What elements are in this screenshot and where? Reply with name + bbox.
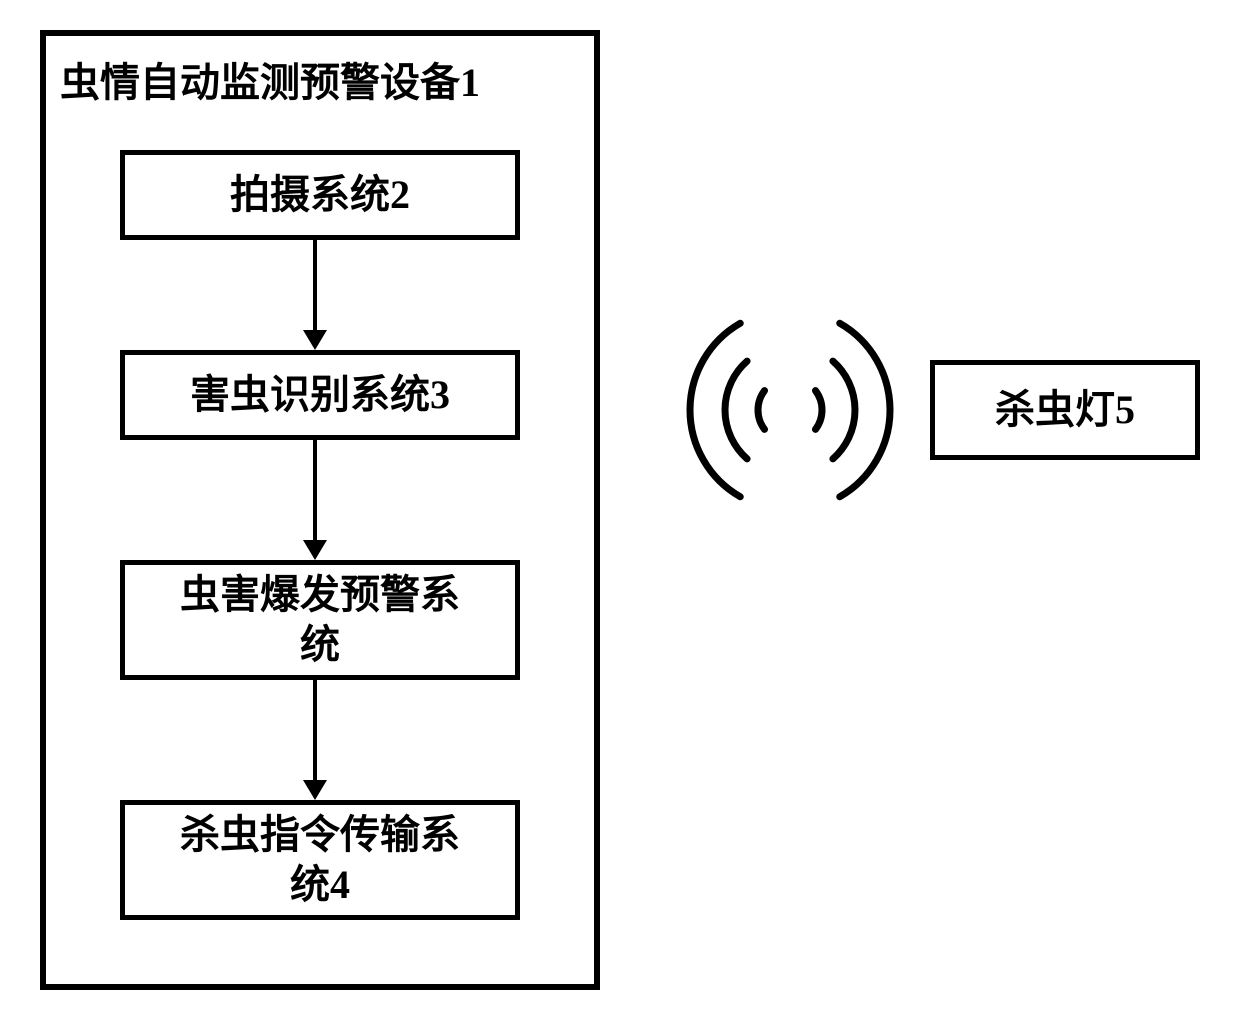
node-insect-lamp-label: 杀虫灯5 bbox=[995, 385, 1135, 435]
node-outbreak-warning-system-label: 虫害爆发预警系统 bbox=[180, 570, 460, 670]
node-camera-system-label: 拍摄系统2 bbox=[230, 170, 410, 220]
node-camera-system: 拍摄系统2 bbox=[120, 150, 520, 240]
arrow-warn-to-transmit-head bbox=[303, 780, 327, 800]
node-pest-recognition-system: 害虫识别系统3 bbox=[120, 350, 520, 440]
node-pest-recognition-system-label: 害虫识别系统3 bbox=[190, 370, 450, 420]
arrow-camera-to-recognize-line bbox=[313, 240, 317, 330]
arrow-warn-to-transmit-line bbox=[313, 680, 317, 780]
arrow-recognize-to-warn-line bbox=[313, 440, 317, 540]
arrow-camera-to-recognize-head bbox=[303, 330, 327, 350]
monitoring-device-title: 虫情自动监测预警设备1 bbox=[60, 50, 480, 108]
wireless-link-icon bbox=[683, 303, 897, 517]
node-outbreak-warning-system: 虫害爆发预警系统 bbox=[120, 560, 520, 680]
arrow-recognize-to-warn-head bbox=[303, 540, 327, 560]
diagram-canvas: 虫情自动监测预警设备1 拍摄系统2 害虫识别系统3 虫害爆发预警系统 杀虫指令传… bbox=[0, 0, 1238, 1031]
node-kill-command-transmit-system: 杀虫指令传输系统4 bbox=[120, 800, 520, 920]
node-kill-command-transmit-system-label: 杀虫指令传输系统4 bbox=[180, 810, 460, 910]
node-insect-lamp: 杀虫灯5 bbox=[930, 360, 1200, 460]
